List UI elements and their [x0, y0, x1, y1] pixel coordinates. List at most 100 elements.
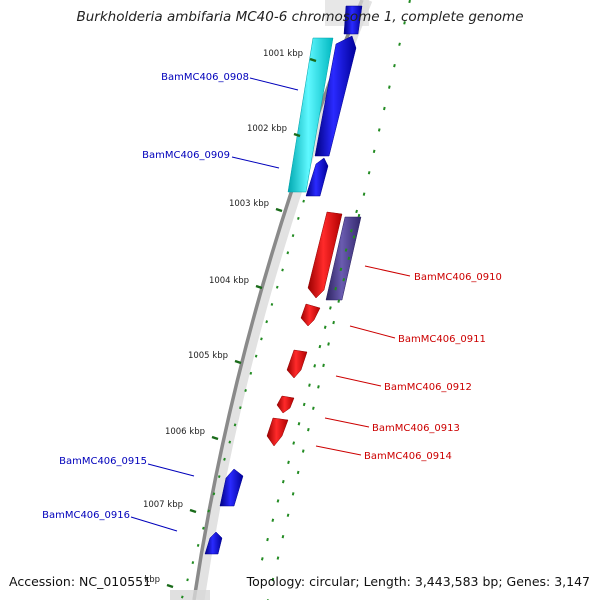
gc-track-dash — [207, 509, 210, 513]
gene-0916-arrow — [204, 531, 223, 555]
gc-track-dash — [202, 526, 205, 530]
gc-track-dash — [347, 256, 351, 261]
ruler-label: 1002 kbp — [247, 124, 287, 134]
gc-track-dash — [308, 383, 311, 387]
gene-0908-arrow — [314, 35, 357, 157]
ruler-tick — [166, 583, 174, 589]
gc-track-dash — [312, 406, 315, 410]
gc-track-dash — [270, 303, 274, 306]
gc-track-dash — [292, 441, 296, 445]
gc-track-dash — [260, 337, 263, 341]
gc-track-dash — [302, 402, 306, 407]
gc-track-dash — [287, 460, 290, 465]
gc-track-dash — [393, 63, 396, 68]
topology-text: Topology: circular; Length: 3,443,583 bp… — [246, 574, 590, 589]
gc-track-dash — [223, 457, 226, 461]
ruler-tick — [211, 435, 219, 441]
gene-0911-arrow — [300, 303, 321, 327]
ruler-label: kbp — [144, 575, 160, 585]
gene-0912-arrow — [286, 349, 308, 379]
gene-0908-other-arrow — [287, 37, 334, 193]
gc-track-dash — [357, 213, 361, 218]
gc-track-dash — [297, 216, 300, 220]
gc-track-dash — [286, 513, 290, 517]
gene-label-0914[interactable]: BamMC406_0914 — [364, 451, 452, 462]
ruler-label: 1006 kbp — [165, 427, 205, 437]
gc-track-dash — [339, 267, 343, 272]
gc-track-dash — [276, 556, 280, 560]
ruler-tick — [293, 132, 301, 138]
ruler-label: 1007 kbp — [143, 500, 183, 510]
gc-track-dash — [266, 537, 269, 542]
gc-track-dash — [286, 251, 290, 255]
gc-track-dash — [233, 423, 237, 427]
gc-track-dash — [408, 0, 411, 4]
gene-label-0911[interactable]: BamMC406_0911 — [398, 334, 486, 345]
gene-labels: BamMC406_0908 BamMC406_0909 BamMC406_091… — [42, 72, 502, 521]
gene-label-0910[interactable]: BamMC406_0910 — [414, 272, 502, 283]
gc-track-dash — [350, 229, 353, 233]
gene-top-arrow — [343, 5, 363, 35]
gc-track-dash — [260, 557, 264, 561]
gc-track-dash — [296, 470, 300, 475]
gene-label-0908[interactable]: BamMC406_0908 — [161, 72, 249, 83]
gc-track-dash — [403, 21, 406, 25]
gc-track-dash — [332, 320, 335, 325]
gc-track-dash — [377, 128, 381, 132]
gc-track-dash — [388, 85, 391, 89]
gc-track-dash — [297, 422, 301, 426]
ruler-tick — [275, 207, 283, 213]
gc-track-dash — [372, 149, 376, 154]
gc-track-dash — [180, 595, 184, 599]
gene-label-0916[interactable]: BamMC406_0916 — [42, 510, 130, 521]
gc-track-dash — [301, 449, 305, 453]
gene-label-0913[interactable]: BamMC406_0913 — [372, 423, 460, 434]
gc-track-dash — [323, 325, 327, 329]
ruler-label: 1003 kbp — [229, 199, 269, 209]
gc-track-dash — [191, 561, 195, 565]
gc-track-dash — [355, 209, 358, 214]
accession-text: Accession: NC_010551 — [9, 574, 152, 589]
gene-0910-other-arrow — [325, 216, 362, 301]
ruler-tick — [234, 359, 242, 365]
gc-track-dash — [196, 543, 200, 547]
gc-track-dash — [275, 285, 279, 289]
gc-track-dash — [367, 171, 371, 175]
gc-track-dash — [317, 385, 320, 389]
ruler-label: 1001 kbp — [263, 49, 303, 59]
gc-track-dash — [291, 492, 295, 496]
gene-0913-arrow — [276, 395, 295, 414]
gene-label-0915[interactable]: BamMC406_0915 — [59, 456, 147, 467]
ruler-ticks — [166, 57, 317, 589]
backbone-bottom-cap — [170, 590, 210, 600]
gc-track-dash — [244, 388, 247, 393]
gc-track-dash — [307, 427, 310, 432]
gc-track-dash — [362, 192, 366, 196]
gc-track-dash — [329, 306, 332, 310]
gc-track-dash — [322, 363, 325, 368]
ruler-tick — [189, 508, 197, 514]
gc-track-dash — [228, 440, 232, 444]
gene-label-0909[interactable]: BamMC406_0909 — [142, 150, 230, 161]
ruler-tick — [309, 57, 317, 63]
gene-label-0912[interactable]: BamMC406_0912 — [384, 382, 472, 393]
gc-track-dash — [239, 406, 242, 410]
gc-track-dash — [217, 475, 221, 478]
gc-track-dash — [271, 577, 275, 582]
gc-track-dash — [342, 278, 346, 282]
gc-track-dash — [352, 235, 356, 239]
gc-track-dash — [212, 492, 216, 496]
gc-track-dash — [318, 344, 322, 349]
ruler-tick — [255, 284, 263, 290]
gc-track-dash — [334, 286, 337, 291]
gc-track-dash — [281, 479, 285, 484]
gc-track-dash — [249, 371, 253, 375]
gc-track-dash — [265, 320, 269, 324]
gene-label-leaders — [130, 77, 411, 532]
gc-track-dash — [327, 342, 330, 346]
gene-0914-arrow — [266, 417, 289, 447]
ruler-label: 1004 kbp — [209, 276, 249, 286]
gc-track-dash — [281, 534, 285, 539]
